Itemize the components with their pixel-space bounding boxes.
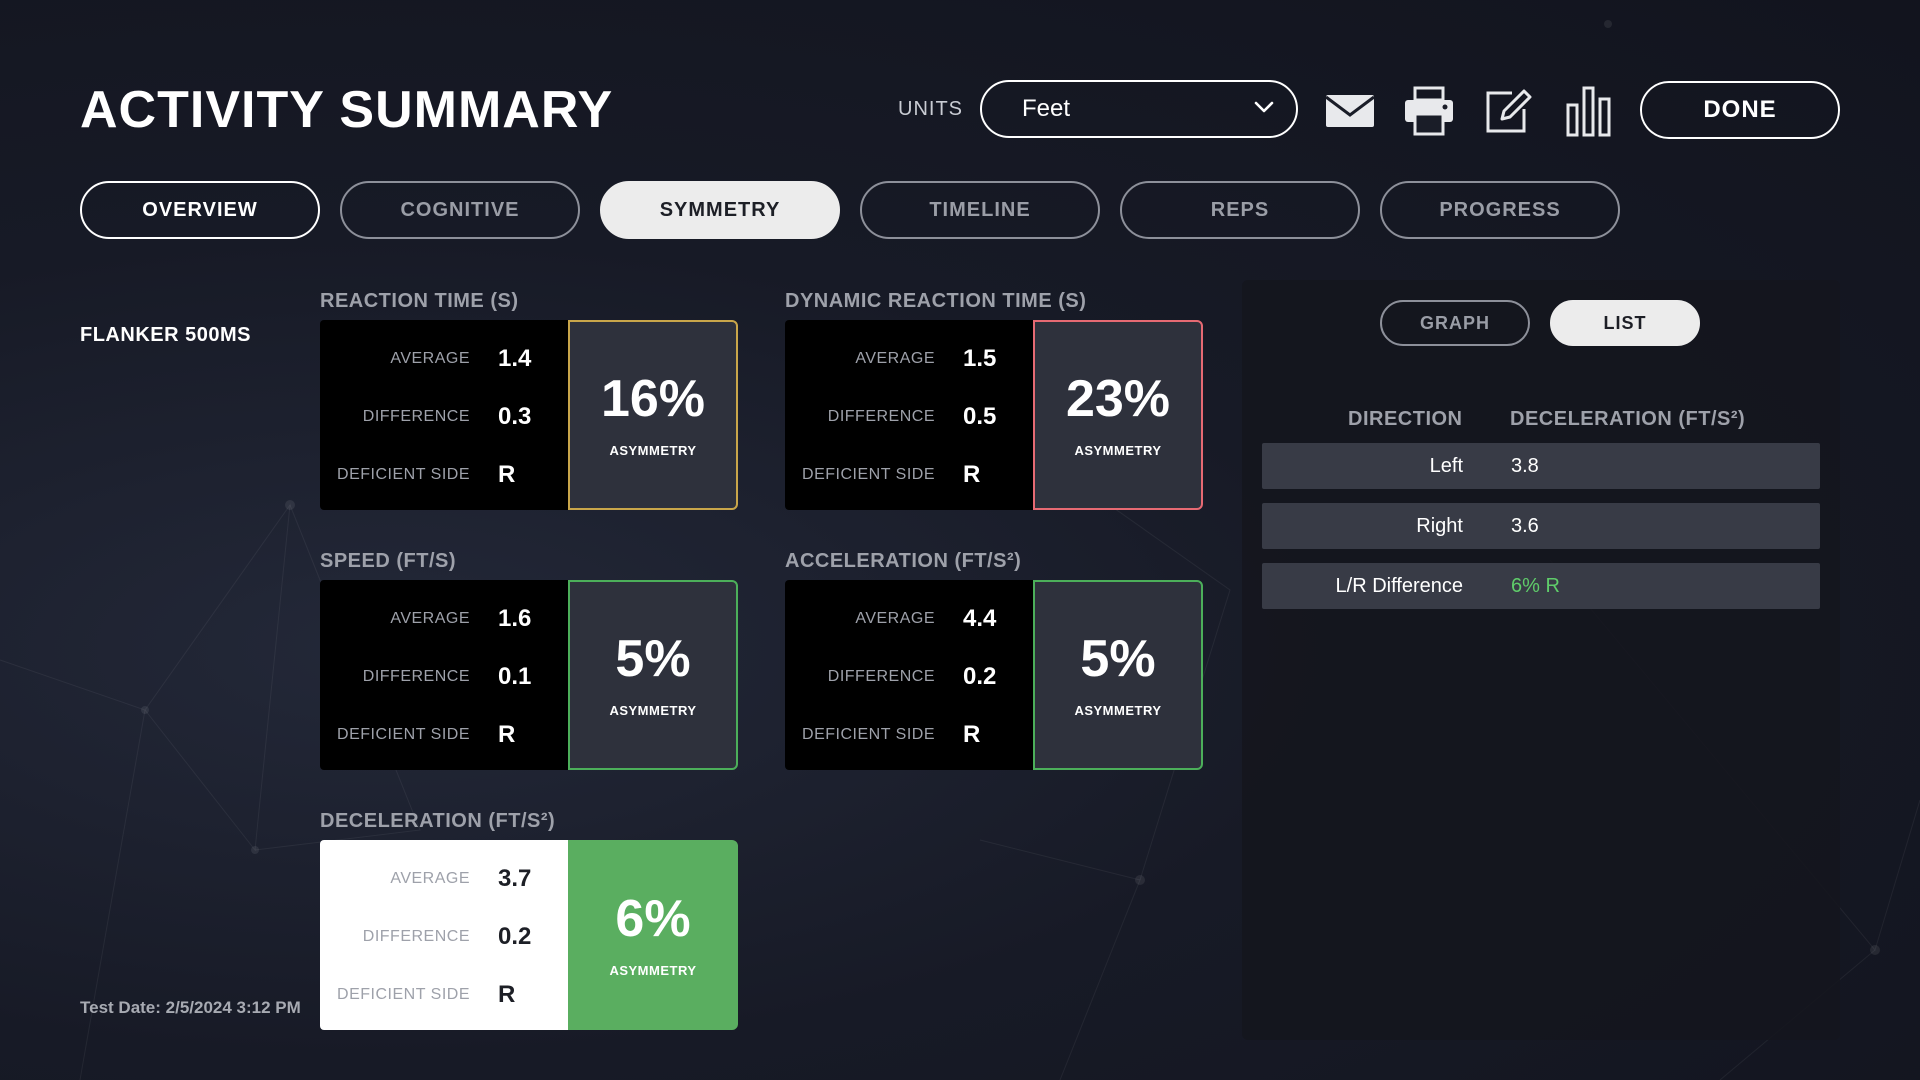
done-button[interactable]: DONE bbox=[1640, 81, 1840, 139]
list-row-difference: L/R Difference 6% R bbox=[1262, 563, 1820, 609]
average-value: 1.4 bbox=[498, 345, 532, 372]
tab-cognitive[interactable]: COGNITIVE bbox=[340, 181, 580, 239]
metric-title-speed: SPEED (FT/S) bbox=[320, 550, 457, 572]
tab-symmetry[interactable]: SYMMETRY bbox=[600, 181, 840, 239]
row-direction: L/R Difference bbox=[1335, 574, 1463, 597]
graph-toggle[interactable]: GRAPH bbox=[1380, 300, 1530, 346]
asymmetry-box: 5% ASYMMETRY bbox=[568, 580, 738, 770]
chevron-down-icon bbox=[1252, 95, 1276, 124]
asymmetry-label: ASYMMETRY bbox=[609, 442, 697, 458]
deficient-side-label: DEFICIENT SIDE bbox=[802, 466, 935, 483]
units-label: UNITS bbox=[898, 98, 963, 120]
average-label: AVERAGE bbox=[390, 350, 470, 367]
average-label: AVERAGE bbox=[855, 350, 935, 367]
direction-column-header: DIRECTION bbox=[1348, 408, 1463, 430]
metric-title-deceleration: DECELERATION (FT/S²) bbox=[320, 810, 556, 832]
metric-title-dynamic-reaction-time: DYNAMIC REACTION TIME (S) bbox=[785, 290, 1087, 312]
metric-title-acceleration: ACCELERATION (FT/S²) bbox=[785, 550, 1022, 572]
deficient-side-label: DEFICIENT SIDE bbox=[337, 466, 470, 483]
row-direction: Left bbox=[1429, 454, 1463, 477]
row-value: 3.6 bbox=[1511, 514, 1539, 537]
average-label: AVERAGE bbox=[390, 610, 470, 627]
row-value: 6% R bbox=[1511, 574, 1560, 597]
metric-stats: AVERAGE 1.4 DIFFERENCE 0.3 DEFICIENT SIDE R bbox=[320, 320, 568, 510]
asymmetry-label: ASYMMETRY bbox=[1074, 442, 1162, 458]
metric-card-deceleration[interactable]: AVERAGE 3.7 DIFFERENCE 0.2 DEFICIENT SIDE R… bbox=[320, 840, 738, 1030]
units-value: Feet bbox=[1022, 95, 1071, 122]
average-value: 4.4 bbox=[963, 605, 997, 632]
average-label: AVERAGE bbox=[855, 610, 935, 627]
deficient-side-label: DEFICIENT SIDE bbox=[337, 726, 470, 743]
asymmetry-label: ASYMMETRY bbox=[609, 962, 697, 978]
asymmetry-box: 5% ASYMMETRY bbox=[1033, 580, 1203, 770]
difference-value: 0.3 bbox=[498, 403, 532, 430]
row-direction: Right bbox=[1416, 514, 1463, 537]
metric-stats: AVERAGE 1.6 DIFFERENCE 0.1 DEFICIENT SIDE R bbox=[320, 580, 568, 770]
detail-panel bbox=[1242, 280, 1840, 1040]
asymmetry-value: 23% bbox=[1065, 369, 1171, 428]
difference-label: DIFFERENCE bbox=[362, 408, 470, 425]
tab-overview[interactable]: OVERVIEW bbox=[80, 181, 320, 239]
asymmetry-box: 23% ASYMMETRY bbox=[1033, 320, 1203, 510]
asymmetry-box: 16% ASYMMETRY bbox=[568, 320, 738, 510]
difference-label: DIFFERENCE bbox=[362, 928, 470, 945]
activity-name: FLANKER 500MS bbox=[80, 324, 251, 346]
printer-icon[interactable] bbox=[1402, 84, 1456, 138]
list-toggle[interactable]: LIST bbox=[1550, 300, 1700, 346]
metric-stats: AVERAGE 3.7 DIFFERENCE 0.2 DEFICIENT SIDE R bbox=[320, 840, 568, 1030]
list-row-right: Right 3.6 bbox=[1262, 503, 1820, 549]
bar-chart-icon[interactable] bbox=[1562, 84, 1616, 138]
tab-progress[interactable]: PROGRESS bbox=[1380, 181, 1620, 239]
list-row-left: Left 3.8 bbox=[1262, 443, 1820, 489]
difference-value: 0.2 bbox=[498, 923, 532, 950]
deficient-side-label: DEFICIENT SIDE bbox=[802, 726, 935, 743]
difference-value: 0.5 bbox=[963, 403, 997, 430]
average-label: AVERAGE bbox=[390, 870, 470, 887]
deficient-side-value: R bbox=[963, 721, 981, 748]
asymmetry-box: 6% ASYMMETRY bbox=[568, 840, 738, 1030]
deficient-side-value: R bbox=[498, 981, 516, 1008]
deficient-side-value: R bbox=[963, 461, 981, 488]
metric-card-reaction-time: AVERAGE 1.4 DIFFERENCE 0.3 DEFICIENT SIDE R… bbox=[320, 320, 738, 510]
test-date: Test Date: 2/5/2024 3:12 PM bbox=[80, 998, 301, 1017]
metric-title-reaction-time: REACTION TIME (S) bbox=[320, 290, 519, 312]
average-value: 1.6 bbox=[498, 605, 532, 632]
asymmetry-value: 5% bbox=[615, 629, 691, 688]
deficient-side-value: R bbox=[498, 721, 516, 748]
asymmetry-label: ASYMMETRY bbox=[1074, 702, 1162, 718]
deficient-side-value: R bbox=[498, 461, 516, 488]
difference-label: DIFFERENCE bbox=[827, 408, 935, 425]
asymmetry-value: 16% bbox=[600, 369, 706, 428]
page-title: ACTIVITY SUMMARY bbox=[80, 81, 614, 139]
envelope-icon[interactable] bbox=[1323, 84, 1377, 138]
metric-card-dynamic-reaction-time: AVERAGE 1.5 DIFFERENCE 0.5 DEFICIENT SIDE R… bbox=[785, 320, 1203, 510]
difference-value: 0.2 bbox=[963, 663, 997, 690]
metric-stats: AVERAGE 1.5 DIFFERENCE 0.5 DEFICIENT SIDE R bbox=[785, 320, 1033, 510]
metric-card-acceleration: AVERAGE 4.4 DIFFERENCE 0.2 DEFICIENT SIDE R… bbox=[785, 580, 1203, 770]
deficient-side-label: DEFICIENT SIDE bbox=[337, 986, 470, 1003]
asymmetry-label: ASYMMETRY bbox=[609, 702, 697, 718]
average-value: 3.7 bbox=[498, 865, 532, 892]
difference-value: 0.1 bbox=[498, 663, 532, 690]
tab-reps[interactable]: REPS bbox=[1120, 181, 1360, 239]
asymmetry-value: 6% bbox=[615, 889, 691, 948]
asymmetry-value: 5% bbox=[1080, 629, 1156, 688]
metric-stats: AVERAGE 4.4 DIFFERENCE 0.2 DEFICIENT SIDE R bbox=[785, 580, 1033, 770]
difference-label: DIFFERENCE bbox=[362, 668, 470, 685]
edit-icon[interactable] bbox=[1481, 84, 1535, 138]
difference-label: DIFFERENCE bbox=[827, 668, 935, 685]
row-value: 3.8 bbox=[1511, 454, 1539, 477]
average-value: 1.5 bbox=[963, 345, 997, 372]
value-column-header: DECELERATION (FT/S²) bbox=[1510, 408, 1746, 430]
tab-timeline[interactable]: TIMELINE bbox=[860, 181, 1100, 239]
metric-card-speed: AVERAGE 1.6 DIFFERENCE 0.1 DEFICIENT SIDE R… bbox=[320, 580, 738, 770]
units-dropdown[interactable]: Feet bbox=[980, 80, 1298, 138]
